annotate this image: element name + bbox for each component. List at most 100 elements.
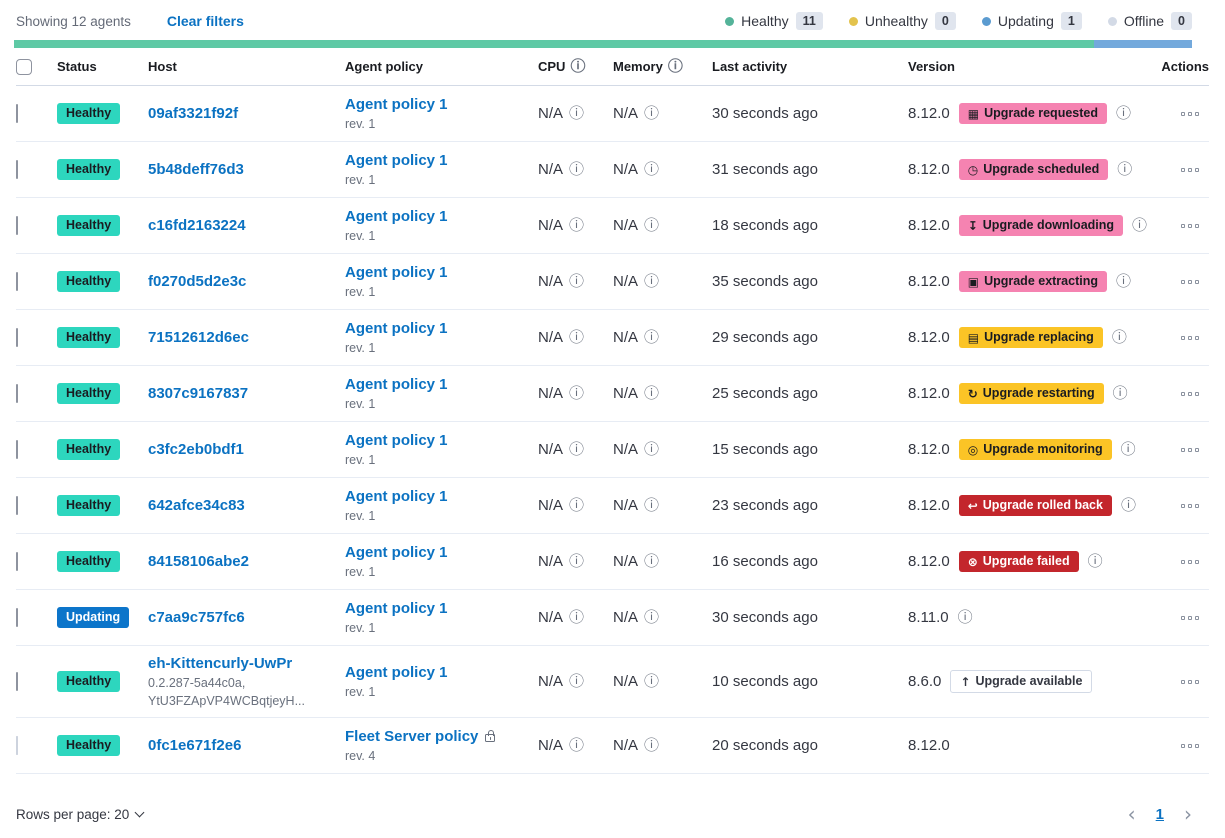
cpu-na-info-icon[interactable]: ⓘ xyxy=(569,672,585,690)
agent-policy-link[interactable]: Agent policy 1 xyxy=(345,376,448,393)
memory-na-info-icon[interactable]: ⓘ xyxy=(644,496,660,514)
host-link[interactable]: 84158106abe2 xyxy=(148,553,249,570)
last-activity-value: 16 seconds ago xyxy=(712,552,818,570)
upgrade-badge-label: Upgrade requested xyxy=(984,106,1098,120)
row-checkbox[interactable] xyxy=(16,215,18,235)
agent-policy-link[interactable]: Agent policy 1 xyxy=(345,152,448,169)
row-actions-button[interactable] xyxy=(1177,276,1203,288)
host-link[interactable]: 71512612d6ec xyxy=(148,329,249,346)
version-info-icon[interactable]: ⓘ xyxy=(1111,328,1127,346)
row-actions-button[interactable] xyxy=(1177,220,1203,232)
row-checkbox[interactable] xyxy=(16,439,18,459)
legend-item[interactable]: Healthy 11 xyxy=(725,12,823,30)
host-link[interactable]: 5b48deff76d3 xyxy=(148,161,244,178)
version-info-icon[interactable]: ⓘ xyxy=(1117,160,1133,178)
row-actions-button[interactable] xyxy=(1177,740,1203,752)
row-checkbox[interactable] xyxy=(16,607,18,627)
host-link[interactable]: 0fc1e671f2e6 xyxy=(148,737,242,754)
host-link[interactable]: f0270d5d2e3c xyxy=(148,273,247,290)
agent-count-text: Showing 12 agents xyxy=(16,13,131,29)
agent-policy-link[interactable]: Agent policy 1 xyxy=(345,96,448,113)
agent-policy-link[interactable]: Agent policy 1 xyxy=(345,320,448,337)
previous-page-button[interactable]: ‹ xyxy=(1127,802,1136,826)
host-link[interactable]: 8307c9167837 xyxy=(148,385,249,402)
cpu-na-info-icon[interactable]: ⓘ xyxy=(569,160,585,178)
legend-item[interactable]: Unhealthy 0 xyxy=(848,12,956,30)
cpu-na-info-icon[interactable]: ⓘ xyxy=(569,384,585,402)
row-actions-button[interactable] xyxy=(1177,444,1203,456)
host-link[interactable]: eh-Kittencurly-UwPr xyxy=(148,655,293,672)
select-all-checkbox[interactable] xyxy=(16,58,32,75)
version-info-icon[interactable]: ⓘ xyxy=(1120,440,1136,458)
version-info-icon[interactable]: ⓘ xyxy=(1132,216,1148,234)
memory-na-info-icon[interactable]: ⓘ xyxy=(644,440,660,458)
memory-na-info-icon[interactable]: ⓘ xyxy=(644,104,660,122)
cpu-na-info-icon[interactable]: ⓘ xyxy=(569,104,585,122)
memory-info-icon[interactable]: ⓘ xyxy=(667,57,683,75)
row-actions-button[interactable] xyxy=(1177,332,1203,344)
cpu-na-info-icon[interactable]: ⓘ xyxy=(569,272,585,290)
host-link[interactable]: 09af3321f92f xyxy=(148,105,239,122)
cpu-na-info-icon[interactable]: ⓘ xyxy=(569,328,585,346)
version-info-icon[interactable]: ⓘ xyxy=(1115,104,1131,122)
version-value: 8.12.0 xyxy=(908,497,950,514)
row-actions-button[interactable] xyxy=(1177,500,1203,512)
cpu-na-info-icon[interactable]: ⓘ xyxy=(569,552,585,570)
agent-policy-link[interactable]: Agent policy 1 xyxy=(345,488,448,505)
agent-policy-link[interactable]: Fleet Server policy xyxy=(345,728,479,745)
row-checkbox[interactable] xyxy=(16,383,18,403)
legend-item[interactable]: Updating 1 xyxy=(981,12,1082,30)
agent-policy-link[interactable]: Agent policy 1 xyxy=(345,432,448,449)
rows-per-page-button[interactable]: Rows per page: 20 xyxy=(16,807,145,822)
agent-policy-link[interactable]: Agent policy 1 xyxy=(345,208,448,225)
host-link[interactable]: c7aa9c757fc6 xyxy=(148,609,245,626)
page-number[interactable]: 1 xyxy=(1155,805,1164,823)
version-info-icon[interactable]: ⓘ xyxy=(1115,272,1131,290)
memory-na-info-icon[interactable]: ⓘ xyxy=(644,384,660,402)
clear-filters-link[interactable]: Clear filters xyxy=(166,13,244,29)
memory-na-info-icon[interactable]: ⓘ xyxy=(644,736,660,754)
memory-na-info-icon[interactable]: ⓘ xyxy=(644,672,660,690)
host-link[interactable]: c3fc2eb0bdf1 xyxy=(148,441,244,458)
row-checkbox[interactable] xyxy=(16,159,18,179)
row-checkbox[interactable] xyxy=(16,671,18,691)
cpu-na-info-icon[interactable]: ⓘ xyxy=(569,736,585,754)
memory-na-info-icon[interactable]: ⓘ xyxy=(644,552,660,570)
cpu-na-info-icon[interactable]: ⓘ xyxy=(569,440,585,458)
row-actions-button[interactable] xyxy=(1177,388,1203,400)
cpu-info-icon[interactable]: ⓘ xyxy=(570,57,586,75)
host-link[interactable]: 642afce34c83 xyxy=(148,497,245,514)
row-actions-button[interactable] xyxy=(1177,556,1203,568)
version-info-icon[interactable]: ⓘ xyxy=(1087,552,1103,570)
agent-policy-link[interactable]: Agent policy 1 xyxy=(345,264,448,281)
version-info-icon[interactable]: ⓘ xyxy=(1120,496,1136,514)
version-info-icon[interactable]: ⓘ xyxy=(1112,384,1128,402)
host-link[interactable]: c16fd2163224 xyxy=(148,217,246,234)
agent-policy-link[interactable]: Agent policy 1 xyxy=(345,600,448,617)
next-page-button[interactable]: › xyxy=(1184,802,1192,826)
legend-label: Offline xyxy=(1123,13,1165,29)
upgrade-badge: ↧ Upgrade downloading xyxy=(958,215,1124,236)
row-checkbox[interactable] xyxy=(16,495,18,515)
memory-na-info-icon[interactable]: ⓘ xyxy=(644,272,660,290)
memory-na-info-icon[interactable]: ⓘ xyxy=(644,160,660,178)
row-checkbox[interactable] xyxy=(16,103,18,123)
legend-item[interactable]: Offline 0 xyxy=(1107,12,1192,30)
memory-na-info-icon[interactable]: ⓘ xyxy=(644,328,660,346)
cpu-na-info-icon[interactable]: ⓘ xyxy=(569,496,585,514)
row-checkbox[interactable] xyxy=(16,551,18,571)
memory-na-info-icon[interactable]: ⓘ xyxy=(644,216,660,234)
cpu-na-info-icon[interactable]: ⓘ xyxy=(569,608,585,626)
version-info-icon[interactable]: ⓘ xyxy=(957,608,973,626)
row-checkbox[interactable] xyxy=(16,327,18,347)
agent-policy-link[interactable]: Agent policy 1 xyxy=(345,544,448,561)
upgrade-badge-label: Upgrade restarting xyxy=(982,386,1095,400)
row-actions-button[interactable] xyxy=(1177,164,1203,176)
agent-policy-link[interactable]: Agent policy 1 xyxy=(345,664,448,681)
row-checkbox[interactable] xyxy=(16,271,18,291)
memory-na-info-icon[interactable]: ⓘ xyxy=(644,608,660,626)
row-actions-button[interactable] xyxy=(1177,108,1203,120)
row-actions-button[interactable] xyxy=(1177,612,1203,624)
cpu-na-info-icon[interactable]: ⓘ xyxy=(569,216,585,234)
row-actions-button[interactable] xyxy=(1177,676,1203,688)
